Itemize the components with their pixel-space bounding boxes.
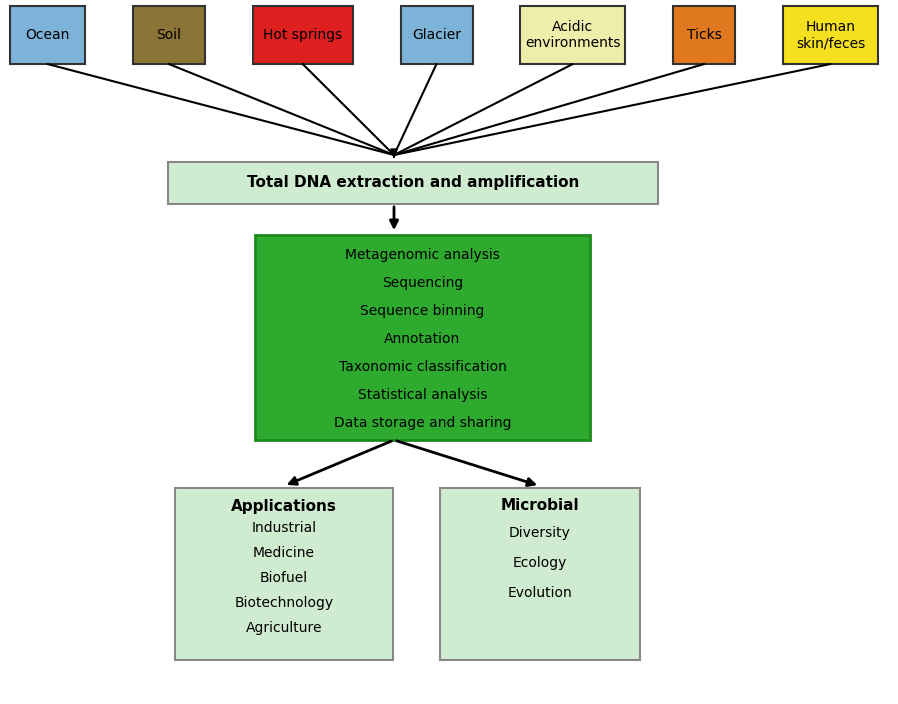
Text: Applications: Applications xyxy=(231,498,337,513)
Text: Sequencing: Sequencing xyxy=(382,276,463,290)
Text: Total DNA extraction and amplification: Total DNA extraction and amplification xyxy=(247,175,579,191)
Text: Ticks: Ticks xyxy=(687,28,722,42)
Text: Ocean: Ocean xyxy=(25,28,70,42)
Text: Agriculture: Agriculture xyxy=(246,621,322,635)
Bar xyxy=(133,6,205,64)
Bar xyxy=(520,6,625,64)
Bar xyxy=(401,6,472,64)
Text: Data storage and sharing: Data storage and sharing xyxy=(334,416,511,430)
Text: Evolution: Evolution xyxy=(507,586,572,600)
Text: Medicine: Medicine xyxy=(253,546,315,560)
Text: Human
skin/feces: Human skin/feces xyxy=(796,20,865,50)
Text: Microbial: Microbial xyxy=(501,498,579,513)
Bar xyxy=(10,6,85,64)
Text: Metagenomic analysis: Metagenomic analysis xyxy=(345,248,500,262)
Text: Sequence binning: Sequence binning xyxy=(360,304,485,318)
Bar xyxy=(674,6,735,64)
Text: Acidic
environments: Acidic environments xyxy=(525,20,621,50)
Text: Soil: Soil xyxy=(156,28,181,42)
Text: Statistical analysis: Statistical analysis xyxy=(357,388,488,402)
Text: Glacier: Glacier xyxy=(412,28,461,42)
Bar xyxy=(783,6,878,64)
Text: Biofuel: Biofuel xyxy=(260,571,308,585)
Text: Hot springs: Hot springs xyxy=(263,28,342,42)
Bar xyxy=(255,235,590,440)
Bar xyxy=(168,162,658,204)
Text: Annotation: Annotation xyxy=(384,332,461,346)
Text: Industrial: Industrial xyxy=(251,521,317,535)
Bar xyxy=(175,488,393,660)
Text: Taxonomic classification: Taxonomic classification xyxy=(339,360,506,374)
Text: Diversity: Diversity xyxy=(509,526,571,540)
Text: Ecology: Ecology xyxy=(513,556,568,570)
Bar xyxy=(252,6,353,64)
Bar xyxy=(440,488,640,660)
Text: Biotechnology: Biotechnology xyxy=(234,596,333,610)
